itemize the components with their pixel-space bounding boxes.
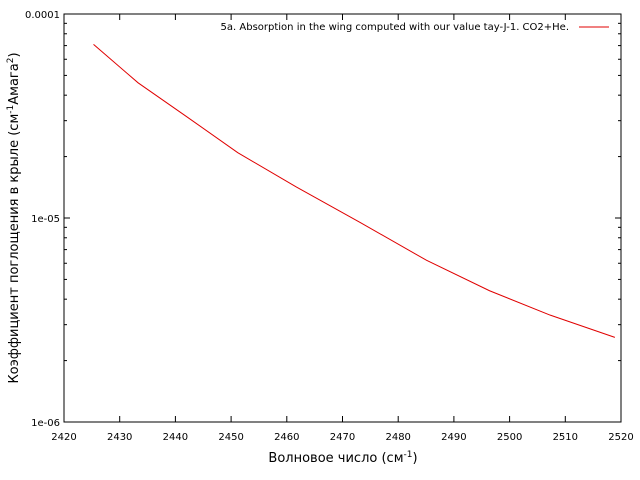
x-tick-label: 2490 [441, 432, 466, 443]
x-tick-label: 2480 [385, 432, 410, 443]
x-tick-label: 2460 [274, 432, 299, 443]
x-tick-label: 2430 [107, 432, 132, 443]
y-tick-label: 1e-05 [31, 214, 60, 225]
y-tick-label: 1e-06 [31, 418, 60, 429]
legend: 5a. Absorption in the wing computed with… [221, 22, 609, 33]
x-tick-label: 2450 [218, 432, 243, 443]
x-tick-label: 2500 [497, 432, 522, 443]
y-tick-label: 0.0001 [25, 10, 60, 21]
x-axis-ticks: 2420 2430 2440 2450 2460 2470 2480 2490 2500 2510… [51, 14, 634, 443]
series-line-0 [93, 43, 616, 338]
x-axis-title: Волновое число (см-1) [268, 450, 417, 466]
legend-label: 5a. Absorption in the wing computed with… [221, 22, 569, 33]
x-tick-label: 2470 [330, 432, 355, 443]
y-axis-title: Коэффициент поглощения в крыле (см-1Амаг… [6, 52, 22, 383]
x-tick-label: 2520 [608, 432, 633, 443]
x-tick-label: 2510 [553, 432, 578, 443]
x-tick-label: 2440 [163, 432, 188, 443]
series-layer [93, 43, 616, 338]
x-tick-label: 2420 [51, 432, 76, 443]
plot-frame [63, 13, 622, 423]
